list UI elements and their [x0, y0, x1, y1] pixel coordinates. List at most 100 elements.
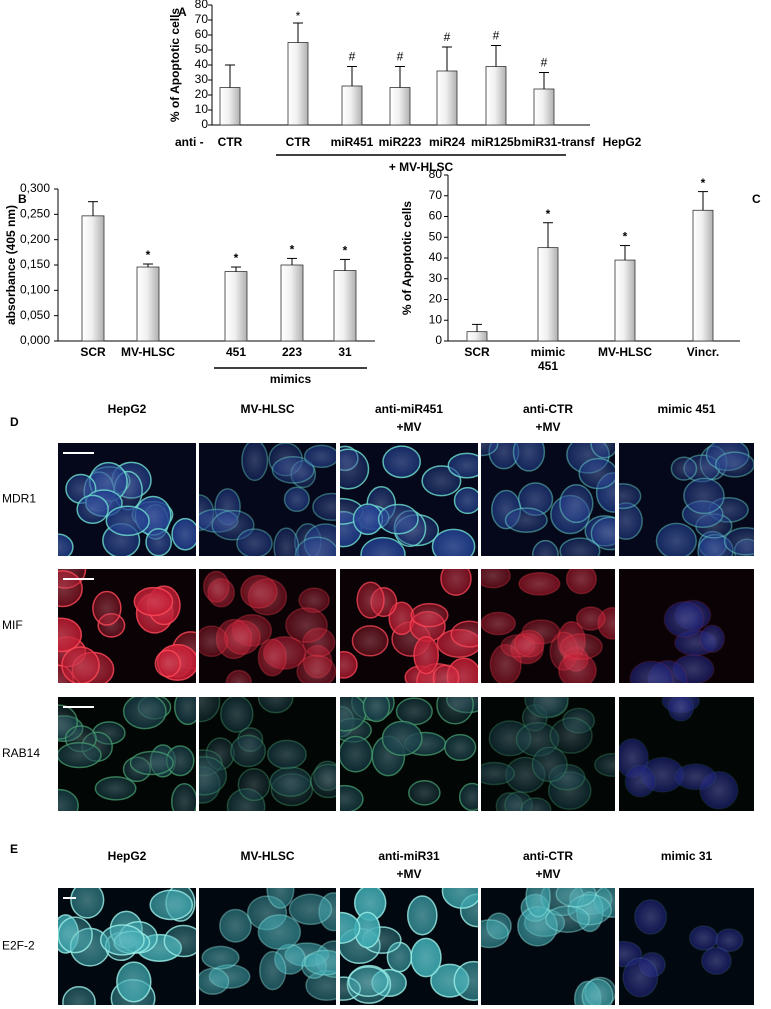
cell-highlight: [259, 951, 286, 990]
column-header: anti-miR451: [375, 402, 443, 416]
cell-highlight: [95, 776, 136, 800]
cell-highlight: [525, 697, 569, 718]
cell-highlight: [236, 529, 273, 556]
cell-highlight: [164, 925, 196, 957]
y-tick-label: 0: [435, 333, 442, 347]
bar: [287, 42, 309, 126]
column-header: anti-CTR: [523, 849, 573, 863]
cell-highlight: [61, 647, 100, 683]
cell-highlight: [171, 783, 196, 811]
cell-highlight: [579, 458, 615, 489]
x-tick-label: 31: [338, 345, 352, 359]
cell-highlight: [92, 591, 121, 626]
cell-highlight: [519, 572, 560, 595]
cell-highlight: [146, 528, 172, 556]
cell-highlight: [448, 453, 478, 478]
cell-highlight: [454, 487, 478, 514]
cell-highlight: [396, 698, 433, 725]
column-header: anti-CTR: [523, 402, 573, 416]
column-header: +MV: [535, 867, 560, 881]
bar: [614, 259, 636, 342]
cell-highlight: [532, 747, 568, 782]
cell-highlight: [348, 966, 388, 997]
cell-highlight: [267, 740, 307, 769]
cells: [58, 888, 196, 1005]
significance-mark: #: [349, 50, 356, 64]
cell-highlight: [481, 919, 509, 948]
x-suffix: HepG2: [603, 135, 642, 149]
cell-highlight: [619, 483, 641, 509]
cell-highlight: [481, 443, 498, 456]
cell-highlight: [451, 621, 478, 647]
cell-highlight: [411, 938, 441, 977]
cells: [619, 697, 739, 810]
cell-highlight: [668, 697, 694, 722]
significance-mark: #: [397, 50, 404, 64]
cell-highlight: [671, 457, 697, 481]
y-tick-label: 0,000: [20, 333, 50, 347]
bar: [485, 66, 507, 126]
cells: [340, 445, 478, 556]
cell-highlight: [700, 625, 725, 653]
y-tick-label: 40: [195, 57, 209, 71]
y-tick-label: 0,300: [20, 181, 50, 195]
cell-highlight: [664, 601, 704, 638]
cell-highlight: [340, 651, 358, 678]
cell-highlight: [123, 697, 166, 729]
cell-highlight: [199, 968, 229, 995]
x-tick-label: mimic: [531, 345, 566, 359]
cells: [199, 570, 336, 683]
significance-mark: *: [290, 243, 295, 257]
cells: [619, 443, 754, 556]
cell-highlight: [459, 783, 478, 811]
cell-highlight: [556, 888, 596, 907]
cell-highlight: [340, 736, 373, 772]
cell-highlight: [166, 745, 194, 776]
x-tick-label: CTR: [218, 135, 243, 149]
column-header: mimic 31: [661, 849, 713, 863]
cell-highlight: [116, 962, 151, 1002]
significance-mark: *: [343, 244, 348, 258]
cells: [481, 443, 615, 556]
cell-highlight: [408, 780, 440, 805]
cell-highlight: [514, 630, 544, 657]
cell-highlight: [304, 950, 336, 975]
bar: [436, 70, 458, 126]
cell-highlight: [715, 452, 754, 477]
y-tick-label: 50: [195, 42, 209, 56]
bar: [136, 266, 160, 342]
cell-highlight: [289, 894, 332, 925]
cell-highlight: [241, 443, 268, 481]
cells: [199, 443, 336, 556]
cell-highlight: [675, 763, 716, 790]
bar: [692, 209, 714, 342]
group-label: mimics: [270, 372, 312, 386]
bar: [333, 270, 357, 342]
cell-highlight: [270, 767, 311, 797]
row-label: E2F-2: [2, 939, 35, 953]
y-tick-label: 70: [195, 12, 209, 26]
cell-highlight: [58, 618, 82, 652]
cell-highlight: [58, 534, 73, 556]
cells: [58, 697, 196, 811]
y-tick-label: 80: [429, 167, 443, 181]
cell-highlight: [444, 734, 476, 761]
cell-highlight: [284, 487, 310, 512]
bar: [533, 88, 555, 126]
column-header: MV-HLSC: [241, 849, 295, 863]
column-header: anti-miR31: [378, 849, 440, 863]
cell-highlight: [304, 445, 336, 468]
cell-highlight: [340, 912, 360, 944]
cell-highlight: [518, 483, 553, 516]
significance-mark: *: [623, 230, 628, 244]
cell-highlight: [199, 756, 227, 795]
cell-highlight: [481, 762, 515, 785]
x-tick-label: miR223: [379, 135, 422, 149]
cells: [629, 599, 726, 683]
y-tick-label: 0,150: [20, 257, 50, 271]
y-tick-label: 60: [429, 209, 443, 223]
cell-highlight: [150, 890, 193, 920]
cell-highlight: [560, 538, 600, 556]
cell-highlight: [134, 587, 173, 616]
y-tick-label: 50: [429, 229, 443, 243]
